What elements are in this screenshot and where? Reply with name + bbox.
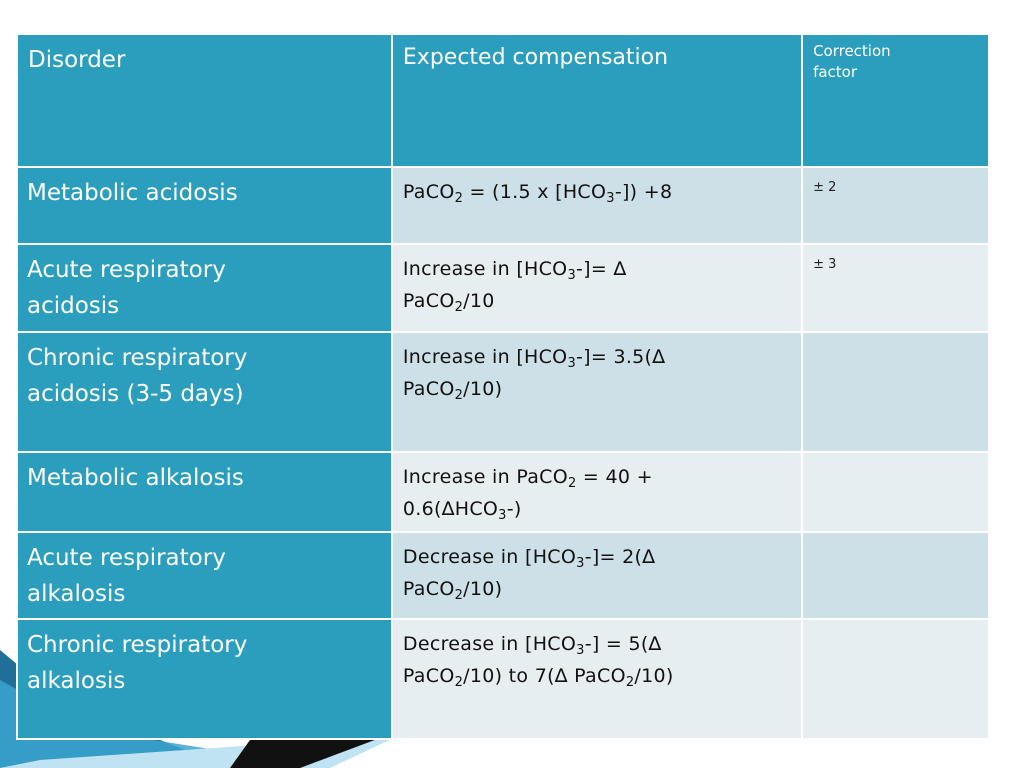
formula-subscript: 2	[454, 675, 464, 690]
formula-text: = 40 +	[576, 466, 653, 488]
disorder-text: Acute respiratory	[27, 257, 226, 283]
formula-text: -)	[506, 498, 522, 520]
table-row: Chronic respiratory alkalosis Decrease in …	[16, 618, 990, 740]
disorder-text: Metabolic alkalosis	[27, 465, 244, 491]
disorder-cell: Chronic respiratory alkalosis	[16, 618, 393, 740]
expected-compensation-cell: PaCO2 = (1.5 x [HCO3-]) +8	[390, 166, 804, 245]
table-row: Metabolic alkalosis Increase in PaCO2 = 4…	[16, 451, 990, 533]
header-correction-factor: Correction factor	[801, 33, 990, 168]
formula-subscript: 3	[567, 268, 577, 283]
formula-text: = (1.5 x [HCO	[463, 181, 607, 203]
correction-factor-cell	[801, 451, 990, 533]
disorder-text: alkalosis	[27, 581, 126, 607]
correction-factor-cell	[801, 618, 990, 740]
formula-text: -] = 5(∆	[584, 633, 662, 655]
expected-compensation-cell: Increase in PaCO2 = 40 + 0.6(∆HCO3-)	[390, 451, 804, 533]
formula-text: -]= 3.5(∆	[576, 346, 666, 368]
disorder-cell: Acute respiratory alkalosis	[16, 531, 393, 620]
formula-text: /10)	[463, 378, 503, 400]
formula-text: PaCO	[402, 578, 455, 600]
disorder-text: acidosis (3-5 days)	[27, 381, 244, 407]
formula-subscript: 2	[454, 588, 464, 603]
formula-text: Increase in [HCO	[402, 258, 568, 280]
header-correction-line1: Correction	[813, 42, 891, 60]
formula-subscript: 2	[625, 675, 635, 690]
expected-compensation-cell: Increase in [HCO3-]= ∆ PaCO2/10	[390, 243, 804, 333]
formula-subscript: 2	[454, 300, 464, 315]
formula-text: /10)	[634, 665, 674, 687]
formula-subscript: 2	[454, 388, 464, 403]
correction-factor-cell	[801, 331, 990, 453]
disorder-text: Metabolic acidosis	[27, 180, 238, 206]
formula-text: PaCO	[402, 290, 455, 312]
expected-compensation-cell: Decrease in [HCO3-] = 5(∆ PaCO2/10) to 7(…	[390, 618, 804, 740]
disorder-text: Chronic respiratory	[27, 632, 248, 658]
correction-factor-cell	[801, 531, 990, 620]
table-header-row: Disorder Expected compensation Correctio…	[16, 33, 990, 168]
formula-text: Increase in [HCO	[402, 346, 568, 368]
table-row: Chronic respiratory acidosis (3-5 days) In…	[16, 331, 990, 453]
formula-text: -]) +8	[614, 181, 673, 203]
disorder-cell: Chronic respiratory acidosis (3-5 days)	[16, 331, 393, 453]
formula-text: PaCO	[402, 181, 455, 203]
formula-text: Increase in PaCO	[402, 466, 568, 488]
table-row: Acute respiratory alkalosis Decrease in [H…	[16, 531, 990, 620]
formula-subscript: 3	[576, 556, 585, 571]
formula-text: Decrease in [HCO	[402, 546, 577, 568]
correction-factor-cell: ± 3	[801, 243, 990, 333]
formula-subscript: 3	[606, 191, 615, 206]
formula-text: -]= ∆	[576, 258, 627, 280]
formula-text: /10) to 7(∆ PaCO	[463, 665, 626, 687]
disorder-text: acidosis	[27, 293, 120, 319]
disorder-cell: Acute respiratory acidosis	[16, 243, 393, 333]
formula-text: PaCO	[402, 378, 455, 400]
formula-text: -]= 2(∆	[584, 546, 656, 568]
formula-text: /10)	[463, 578, 503, 600]
compensation-table: Disorder Expected compensation Correctio…	[16, 33, 990, 740]
formula-subscript: 3	[567, 356, 577, 371]
formula-text: /10	[463, 290, 495, 312]
formula-text: 0.6(∆HCO	[402, 498, 499, 520]
header-disorder: Disorder	[16, 33, 393, 168]
formula-subscript: 2	[454, 191, 464, 206]
header-correction-line2: factor	[813, 63, 858, 81]
formula-text: PaCO	[402, 665, 455, 687]
disorder-text: Acute respiratory	[27, 545, 226, 571]
table-row: Acute respiratory acidosis Increase in [HC…	[16, 243, 990, 333]
disorder-text: Chronic respiratory	[27, 345, 248, 371]
correction-factor-cell: ± 2	[801, 166, 990, 245]
formula-text: Decrease in [HCO	[402, 633, 577, 655]
table-row: Metabolic acidosis PaCO2 = (1.5 x [HCO3-]…	[16, 166, 990, 245]
expected-compensation-cell: Increase in [HCO3-]= 3.5(∆ PaCO2/10)	[390, 331, 804, 453]
formula-subscript: 3	[576, 643, 585, 658]
header-expected-compensation: Expected compensation	[390, 33, 804, 168]
disorder-cell: Metabolic alkalosis	[16, 451, 393, 533]
formula-subscript: 3	[498, 508, 507, 523]
disorder-cell: Metabolic acidosis	[16, 166, 393, 245]
formula-subscript: 2	[567, 476, 577, 491]
expected-compensation-cell: Decrease in [HCO3-]= 2(∆ PaCO2/10)	[390, 531, 804, 620]
disorder-text: alkalosis	[27, 668, 126, 694]
